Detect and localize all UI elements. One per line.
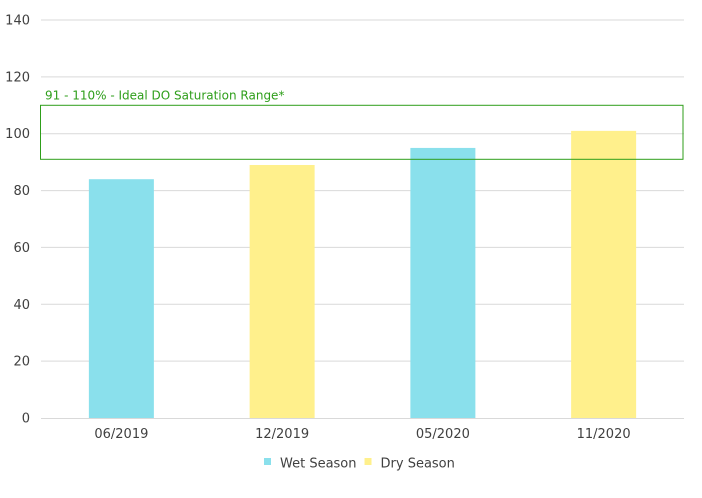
y-tick-label: 0 [22,412,30,427]
x-tick-label: 06/2019 [94,427,148,442]
ideal-range-box [40,104,684,160]
ideal-range-band: 91 - 110% - Ideal DO Saturation Range* [40,88,684,160]
legend-label: Dry Season [381,457,455,472]
x-tick-label: 05/2020 [416,427,470,442]
bar-06-2019 [88,179,154,418]
y-tick-label: 20 [13,355,30,370]
x-tick-label: 12/2019 [255,427,309,442]
legend: Wet Season Dry Season [264,457,455,472]
y-tick-label: 40 [13,298,30,313]
y-tick-label: 120 [5,70,30,85]
y-tick-label: 100 [5,127,30,142]
x-tick-label: 11/2020 [577,427,631,442]
legend-label: Wet Season [280,457,357,472]
ideal-range-label: 91 - 110% - Ideal DO Saturation Range* [45,88,284,102]
y-tick-label: 80 [13,184,30,199]
bar-05-2020 [410,147,476,418]
bar-12-2019 [249,164,315,418]
y-tick-label: 60 [13,241,30,256]
legend-swatch-dry-season [364,458,372,465]
bars [88,130,637,418]
y-axis-ticks: 0 20 40 60 80 100 120 140 [5,14,30,427]
x-axis-ticks: 06/2019 12/2019 05/2020 11/2020 [94,427,630,442]
legend-swatch-wet-season [264,458,271,465]
y-tick-label: 140 [5,14,30,29]
bar-11-2020 [571,130,637,418]
